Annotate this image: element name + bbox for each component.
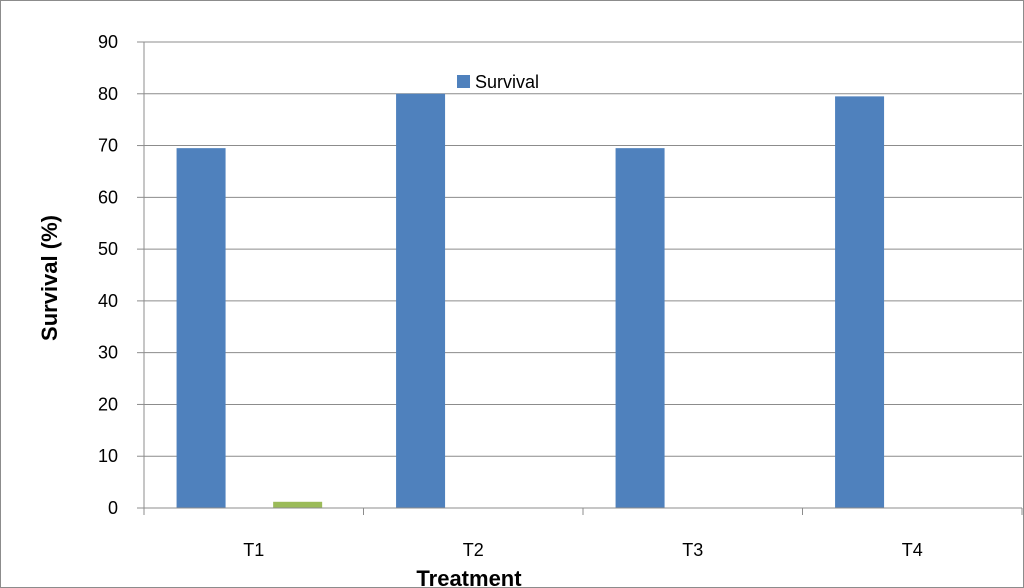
x-tick-labels: T1 T2 T3 T4: [243, 540, 923, 560]
bar: [835, 96, 885, 508]
y-tick-label: 70: [98, 136, 118, 156]
x-tick-label: T3: [682, 540, 703, 560]
legend-swatch-survival: [457, 75, 470, 88]
legend: Survival: [457, 72, 539, 92]
y-tick-label: 0: [108, 498, 118, 518]
y-tick-label: 80: [98, 84, 118, 104]
y-tick-label: 50: [98, 239, 118, 259]
legend-label-survival: Survival: [475, 72, 539, 92]
bar: [396, 93, 446, 509]
bars: [176, 93, 885, 509]
y-axis-title: Survival (%): [37, 215, 62, 341]
y-tick-label: 60: [98, 187, 118, 207]
y-tick-labels: 0 10 20 30 40 50 60 70 80 90: [98, 32, 118, 518]
y-tick-label: 10: [98, 446, 118, 466]
x-tick-label: T4: [902, 540, 923, 560]
bar: [176, 148, 226, 508]
y-tick-label: 20: [98, 394, 118, 414]
bar: [273, 501, 323, 508]
bar: [615, 148, 665, 508]
x-tick-label: T2: [463, 540, 484, 560]
y-tick-label: 90: [98, 32, 118, 52]
x-axis-title: Treatment: [416, 566, 522, 588]
y-tick-label: 40: [98, 291, 118, 311]
x-tick-label: T1: [243, 540, 264, 560]
y-tick-label: 30: [98, 343, 118, 363]
axes: [137, 41, 1023, 515]
